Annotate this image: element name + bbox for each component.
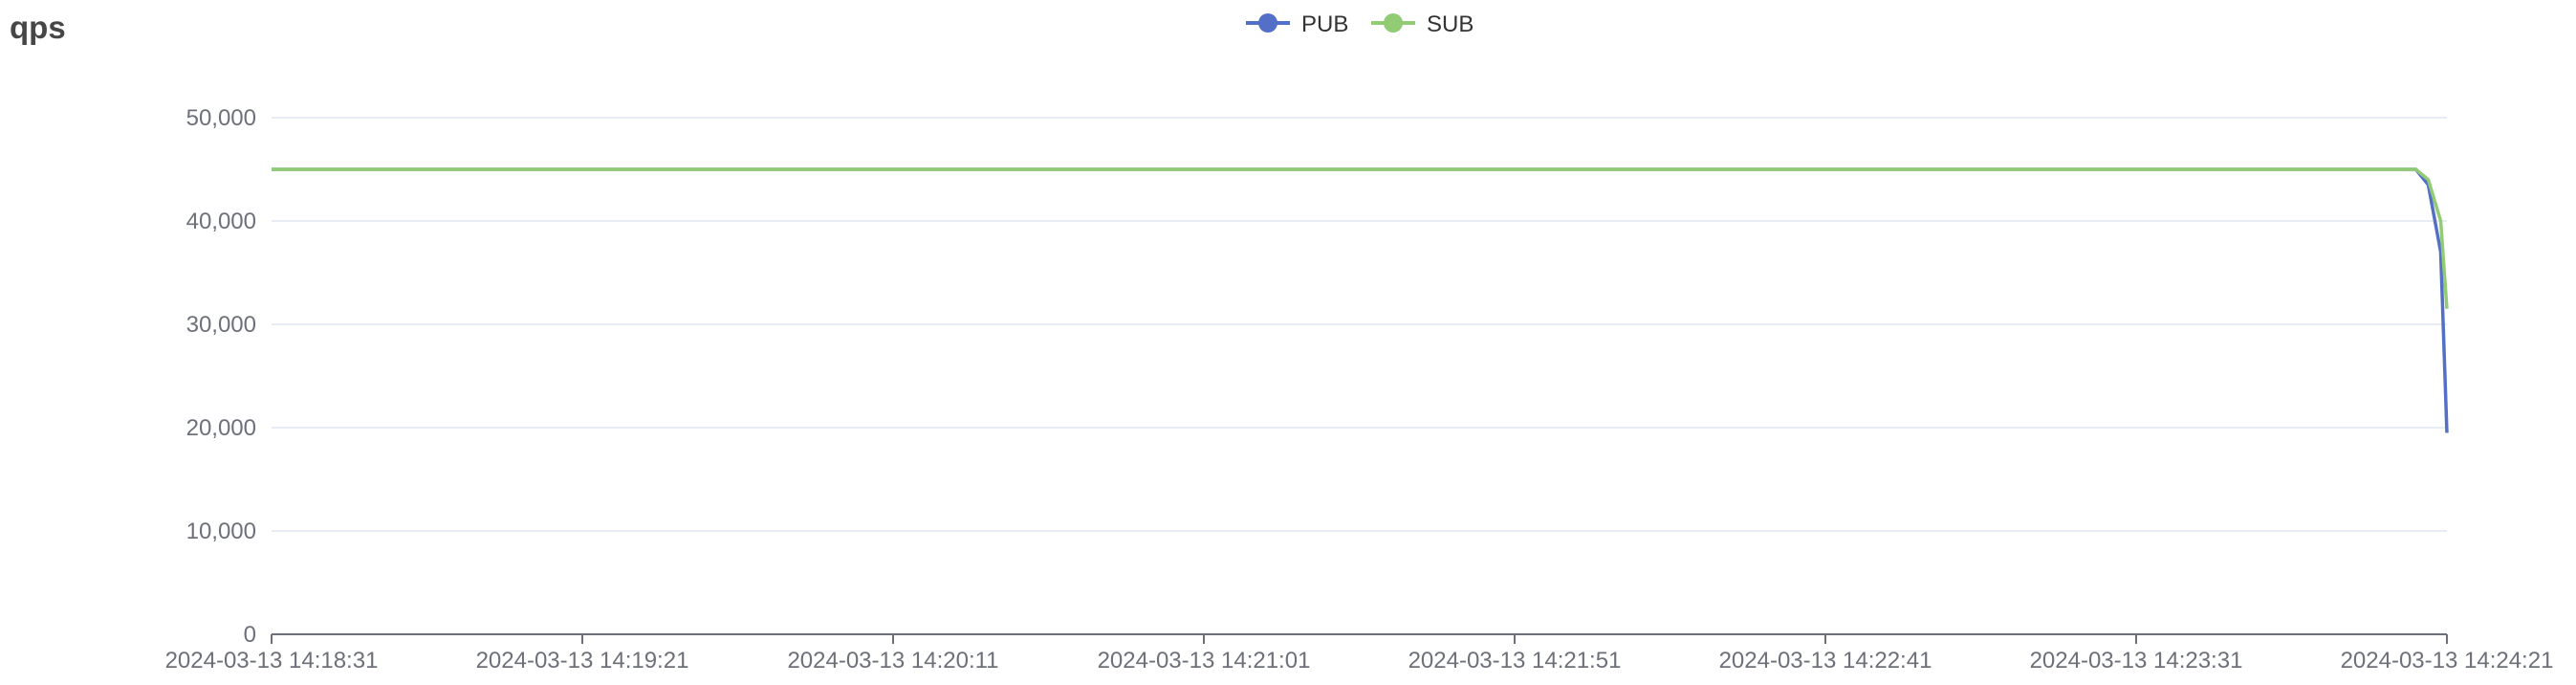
legend-label: SUB: [1427, 11, 1474, 37]
y-tick-label: 20,000: [186, 415, 256, 441]
x-tick-label: 2024-03-13 14:23:31: [2030, 648, 2243, 674]
x-tick-label: 2024-03-13 14:21:51: [1408, 648, 1622, 674]
x-tick-label: 2024-03-13 14:20:11: [787, 648, 998, 674]
series-lines: [272, 169, 2447, 432]
x-tick-label: 2024-03-13 14:21:01: [1098, 648, 1311, 674]
y-tick-label: 40,000: [186, 209, 256, 234]
y-tick-label: 50,000: [186, 105, 256, 131]
grid-lines: [272, 118, 2447, 531]
legend-label: PUB: [1301, 11, 1348, 37]
y-tick-label: 10,000: [186, 519, 256, 544]
x-tick-label: 2024-03-13 14:22:41: [1719, 648, 1932, 674]
legend: PUB SUB: [1246, 11, 1474, 37]
legend-marker: [1384, 13, 1403, 33]
x-axis: 2024-03-13 14:18:31 2024-03-13 14:19:21 20…: [165, 634, 2554, 674]
legend-item-pub[interactable]: PUB: [1246, 11, 1348, 37]
legend-marker: [1258, 13, 1277, 33]
x-tick-label: 2024-03-13 14:18:31: [165, 648, 379, 674]
series-line-sub: [272, 169, 2447, 309]
series-line-pub: [272, 169, 2447, 432]
x-tick-label: 2024-03-13 14:24:21: [2341, 648, 2554, 674]
y-tick-label: 30,000: [186, 312, 256, 338]
x-tick-label: 2024-03-13 14:19:21: [476, 648, 689, 674]
legend-item-sub[interactable]: SUB: [1371, 11, 1474, 37]
y-axis: 0 10,000 20,000 30,000 40,000 50,000: [186, 105, 256, 648]
y-tick-label: 0: [244, 622, 256, 648]
